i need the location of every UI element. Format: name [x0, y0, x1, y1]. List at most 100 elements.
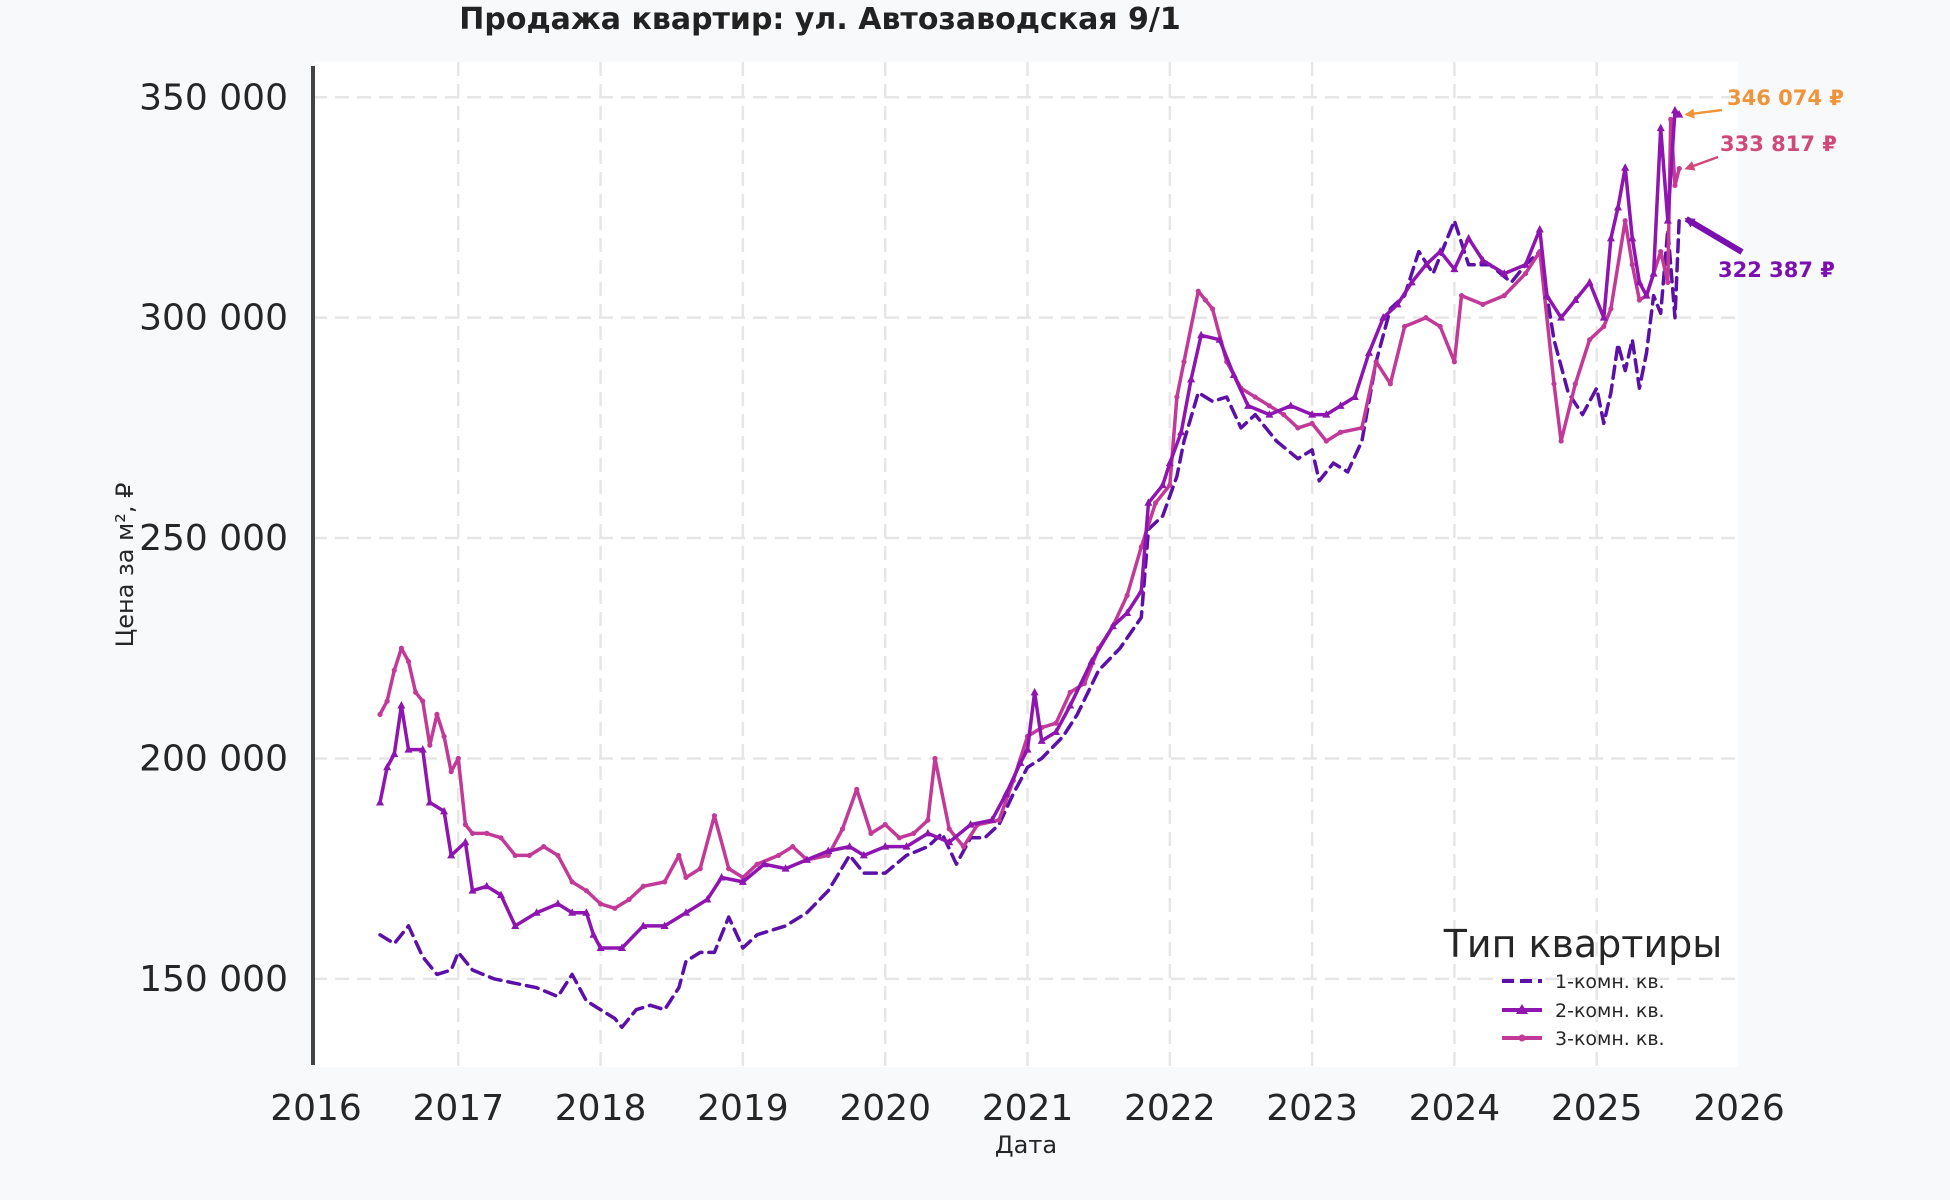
series-2-point-24 [703, 895, 712, 903]
series-3-point-1 [384, 698, 390, 704]
legend-title: Тип квартиры [1443, 922, 1723, 966]
series-3-point-23 [612, 905, 618, 911]
series-2-point-50 [1144, 498, 1153, 506]
series-2-point-5 [418, 745, 427, 753]
series-2-point-13 [511, 921, 520, 929]
series-2-point-27 [760, 859, 769, 868]
series-3-point-34 [775, 852, 782, 859]
series-3-point-17 [526, 852, 533, 859]
series-2-point-29 [802, 855, 811, 863]
y-tick-label-300000: 300 000 [139, 298, 288, 339]
series-2-point-12 [496, 890, 505, 899]
series-2-point-70 [1436, 247, 1445, 255]
series-2-point-89 [1656, 123, 1665, 132]
series-3-point-90 [1572, 381, 1578, 387]
series-line-1 [378, 217, 1681, 1030]
series-3-point-66 [1209, 306, 1216, 312]
series-2-point-44 [1051, 727, 1060, 735]
series-2-point-60 [1286, 401, 1295, 409]
series-2-point-69 [1421, 260, 1430, 268]
series-3-point-63 [1181, 359, 1187, 365]
series-3-point-78 [1387, 381, 1393, 387]
series-3-point-15 [498, 835, 504, 841]
series-3-point-88 [1551, 381, 1557, 387]
series-3-point-49 [996, 817, 1002, 823]
series-3-point-77 [1373, 359, 1379, 365]
series-3-point-30 [711, 813, 718, 819]
series-2-point-8 [447, 850, 456, 859]
series-3-point-62 [1174, 394, 1180, 400]
series-3-point-69 [1252, 394, 1258, 400]
series-2-point-19 [596, 943, 605, 951]
series-2-point-41 [1023, 745, 1032, 753]
legend-item-1k: 1-комн. кв. [1502, 971, 1665, 993]
series-2-point-32 [859, 850, 868, 859]
series-3-point-91 [1586, 337, 1593, 343]
series-2-point-62 [1322, 410, 1331, 418]
series-2-point-34 [902, 842, 911, 850]
series-3-point-58 [1124, 592, 1130, 598]
x-tick-label-2019: 2019 [697, 1088, 789, 1129]
series-3-point-27 [676, 852, 682, 859]
series-2-point-20 [617, 943, 626, 951]
series-3-point-70 [1266, 403, 1273, 409]
series-2-point-1 [383, 762, 392, 771]
series-2-point-18 [589, 930, 598, 938]
series-3-point-42 [896, 835, 903, 841]
series-2-point-31 [845, 842, 854, 850]
series-3-point-59 [1138, 544, 1144, 550]
series-2-point-77 [1542, 291, 1551, 299]
series-3-point-24 [626, 896, 632, 903]
series-2-point-38 [987, 815, 996, 824]
series-3-point-10 [448, 769, 454, 775]
x-tick-label-2025: 2025 [1551, 1088, 1643, 1129]
series-2-point-72 [1464, 233, 1473, 242]
series-3-point-99 [1665, 279, 1671, 285]
series-3-point-75 [1337, 429, 1344, 435]
series-2-point-2 [390, 749, 399, 758]
series-3-point-81 [1437, 323, 1443, 330]
series-2-point-52 [1165, 458, 1174, 467]
series-2-point-87 [1642, 291, 1651, 299]
y-tick-label-150000: 150 000 [139, 959, 288, 1000]
series-2-point-0 [376, 798, 385, 806]
x-tick-label-2017: 2017 [412, 1088, 504, 1129]
series-2-point-36 [945, 837, 954, 846]
series-3-point-98 [1658, 248, 1664, 255]
series-2-point-7 [440, 806, 449, 815]
series-3-point-4 [405, 658, 412, 665]
series-2-point-92 [1675, 110, 1684, 118]
series-2-point-57 [1229, 370, 1238, 378]
series-2-point-6 [425, 798, 434, 806]
y-tick-label-250000: 250 000 [139, 518, 288, 559]
annotation-arrow-2 [1684, 155, 1719, 171]
series-3-point-0 [377, 711, 383, 717]
series-3-point-93 [1608, 306, 1614, 312]
series-2-point-21 [639, 921, 648, 929]
annotation-label-1: 346 074 ₽ [1727, 86, 1844, 110]
series-3-point-95 [1629, 262, 1635, 268]
series-2-point-79 [1571, 295, 1580, 304]
series-2-point-75 [1521, 260, 1530, 268]
series-2-point-3 [397, 701, 406, 709]
series-3-point-39 [854, 786, 860, 792]
series-3-point-38 [839, 826, 846, 832]
plot-area [313, 62, 1738, 1067]
series-2-point-43 [1037, 736, 1046, 744]
series-3-point-11 [455, 755, 461, 762]
series-2-point-40 [1016, 758, 1025, 766]
x-tick-label-2024: 2024 [1409, 1088, 1501, 1129]
series-3-point-5 [413, 689, 419, 695]
y-ticks: 150 000 200 000 250 000 300 000 350 000 [139, 77, 288, 1000]
series-3-point-94 [1622, 218, 1628, 224]
series-3-point-26 [662, 879, 668, 885]
series-3-point-79 [1401, 323, 1408, 330]
series-2-point-67 [1393, 299, 1402, 308]
series-3-point-40 [868, 830, 874, 836]
series-2-point-10 [468, 886, 477, 894]
series-3-point-76 [1359, 425, 1365, 431]
series-3-point-31 [726, 866, 732, 872]
series-3-point-80 [1423, 315, 1429, 321]
series-2-point-55 [1197, 330, 1206, 339]
